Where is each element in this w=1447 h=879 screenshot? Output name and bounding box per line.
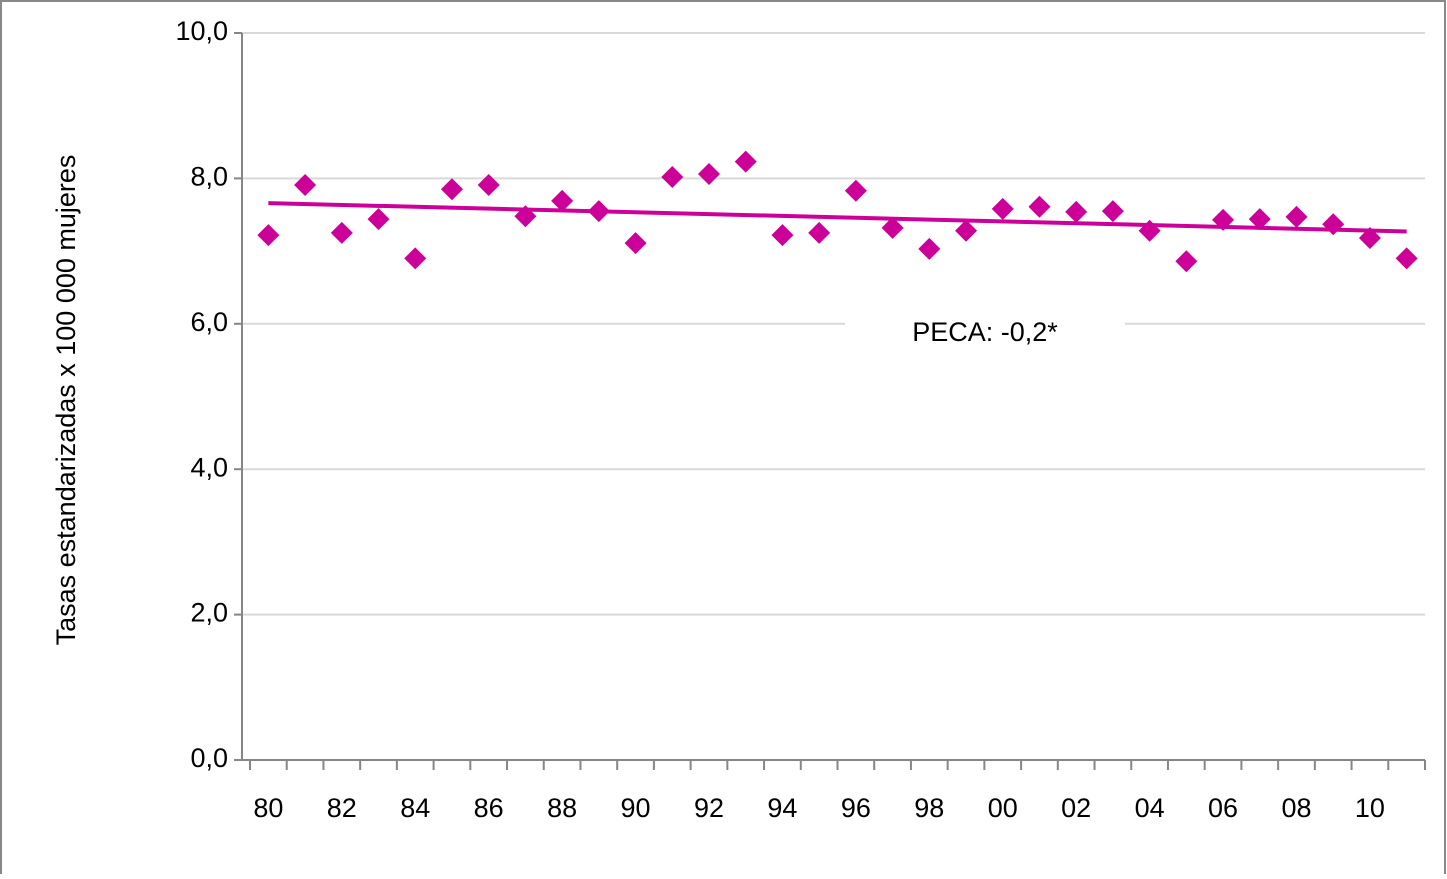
- x-tick-label: 10: [1355, 793, 1385, 823]
- point: [1028, 195, 1051, 218]
- x-tick-label: 02: [1061, 793, 1091, 823]
- x-tick-label: 86: [474, 793, 504, 823]
- x-tick-label: 96: [841, 793, 871, 823]
- y-tick-label: 8,0: [190, 162, 228, 192]
- x-tick-label: 90: [621, 793, 651, 823]
- x-tick-label: 00: [988, 793, 1018, 823]
- x-tick-label: 98: [914, 793, 944, 823]
- point: [1175, 250, 1198, 273]
- point: [257, 224, 280, 247]
- point: [1395, 247, 1418, 270]
- y-tick-label: 6,0: [190, 307, 228, 337]
- point: [844, 179, 867, 202]
- y-tick-label: 4,0: [190, 452, 228, 482]
- point: [404, 247, 427, 270]
- y-tick-label: 2,0: [190, 598, 228, 628]
- point: [697, 163, 720, 186]
- point: [771, 224, 794, 247]
- point: [440, 178, 463, 201]
- trend-line: [268, 201, 1407, 234]
- point: [1065, 200, 1088, 223]
- x-tick-label: 84: [400, 793, 430, 823]
- x-tick-label: 06: [1208, 793, 1238, 823]
- point: [991, 197, 1014, 220]
- point: [1248, 208, 1271, 231]
- x-tick-label: 82: [327, 793, 357, 823]
- point: [918, 237, 941, 260]
- y-tick-label: 0,0: [190, 743, 228, 773]
- annotation: PECA: -0,2*: [912, 317, 1058, 347]
- x-tick-label: 80: [253, 793, 283, 823]
- x-tick-label: 88: [547, 793, 577, 823]
- point: [330, 221, 353, 244]
- point: [551, 189, 574, 212]
- point: [294, 173, 317, 196]
- point: [1322, 213, 1345, 236]
- x-tick-label: 94: [767, 793, 797, 823]
- y-tick-label: 10,0: [175, 16, 228, 46]
- point: [808, 221, 831, 244]
- point: [661, 165, 684, 188]
- point: [881, 216, 904, 239]
- point: [1138, 219, 1161, 242]
- x-tick-label: 92: [694, 793, 724, 823]
- x-tick-label: 04: [1135, 793, 1165, 823]
- point: [514, 205, 537, 228]
- point: [477, 173, 500, 196]
- point: [367, 208, 390, 231]
- point: [624, 232, 647, 255]
- point: [1358, 227, 1381, 250]
- point: [1101, 200, 1124, 223]
- point: [1212, 208, 1235, 231]
- y-axis-label: Tasas estandarizadas x 100 000 mujeres: [51, 155, 81, 646]
- annotation-background: [845, 303, 1125, 354]
- point: [587, 200, 610, 223]
- point: [734, 150, 757, 173]
- point: [1285, 205, 1308, 228]
- x-tick-label: 08: [1281, 793, 1311, 823]
- point: [955, 219, 978, 242]
